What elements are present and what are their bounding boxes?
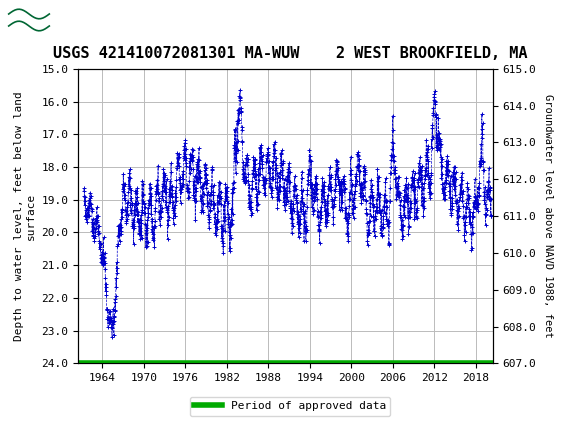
Text: USGS: USGS bbox=[55, 10, 115, 30]
Text: USGS 421410072081301 MA-WUW    2 WEST BROOKFIELD, MA: USGS 421410072081301 MA-WUW 2 WEST BROOK… bbox=[53, 46, 527, 61]
Legend: Period of approved data: Period of approved data bbox=[190, 397, 390, 416]
Y-axis label: Depth to water level, feet below land
surface: Depth to water level, feet below land su… bbox=[14, 91, 36, 341]
Y-axis label: Groundwater level above NAVD 1988, feet: Groundwater level above NAVD 1988, feet bbox=[543, 94, 553, 338]
FancyBboxPatch shape bbox=[9, 6, 49, 34]
